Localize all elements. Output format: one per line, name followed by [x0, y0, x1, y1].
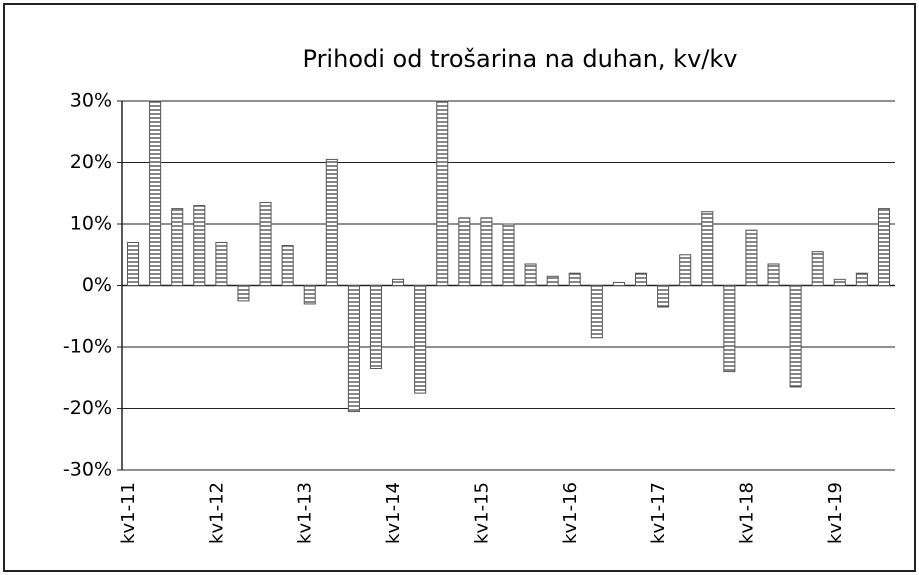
bar — [149, 100, 162, 286]
bar — [436, 100, 449, 286]
bar — [193, 205, 206, 286]
bar — [634, 272, 648, 287]
y-tick-label: -30% — [63, 459, 112, 481]
frame — [3, 3, 916, 572]
x-tick-label: kv1-17 — [648, 482, 669, 544]
x-tick-label: kv1-19 — [825, 482, 846, 544]
bar — [590, 285, 603, 339]
y-tick-label: 10% — [70, 213, 112, 235]
bar — [546, 275, 559, 286]
y-tick-label: -10% — [63, 336, 112, 358]
x-tick-label: kv1-16 — [560, 482, 581, 544]
y-tick-label: 20% — [70, 151, 112, 173]
bar — [303, 285, 316, 305]
bar — [612, 281, 625, 286]
x-tick-label: kv1-14 — [383, 482, 404, 544]
bar — [281, 245, 294, 286]
x-tick-label: kv1-13 — [295, 482, 316, 544]
bar — [325, 158, 338, 286]
x-tick-label: kv1-15 — [471, 482, 492, 544]
bar — [657, 285, 670, 308]
bar — [679, 254, 692, 286]
bar — [568, 272, 581, 287]
bar — [767, 263, 780, 287]
bar — [524, 263, 537, 287]
y-tick-label: 30% — [70, 90, 112, 112]
bar — [215, 241, 228, 286]
bar — [745, 229, 758, 286]
bar — [458, 217, 471, 287]
bar — [723, 285, 736, 373]
y-tick-label: -20% — [63, 397, 112, 419]
bar — [259, 201, 272, 287]
bar — [855, 272, 868, 287]
bar — [502, 223, 515, 286]
chart-title: Prihodi od trošarina na duhan, kv/kv — [303, 45, 738, 73]
bar — [833, 278, 846, 287]
y-tick-label: 0% — [82, 274, 112, 296]
bar — [701, 211, 714, 286]
bar — [789, 285, 802, 388]
bar — [811, 251, 824, 287]
bar — [127, 241, 140, 286]
bar — [414, 285, 427, 394]
x-tick-label: kv1-18 — [736, 482, 757, 544]
bar — [369, 285, 383, 370]
bar — [877, 208, 890, 286]
bar — [347, 285, 360, 413]
bar — [480, 217, 493, 287]
bar — [392, 278, 405, 287]
x-tick-label: kv1-11 — [118, 482, 139, 544]
bar — [237, 285, 250, 302]
bar — [171, 208, 184, 286]
x-tick-label: kv1-12 — [206, 482, 227, 544]
